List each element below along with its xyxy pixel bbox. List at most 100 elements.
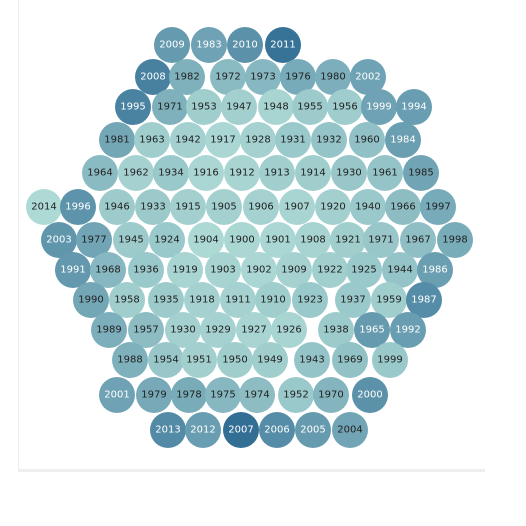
bubble-1973[interactable]: 1973 (245, 59, 281, 95)
bubble-circle[interactable] (181, 342, 217, 378)
bubble-circle[interactable] (406, 282, 442, 318)
bubble-1921[interactable]: 1921 (330, 222, 366, 258)
bubble-circle[interactable] (99, 122, 135, 158)
bubble-circle[interactable] (205, 122, 241, 158)
bubble-circle[interactable] (350, 189, 386, 225)
bubble-circle[interactable] (294, 342, 330, 378)
bubble-circle[interactable] (170, 122, 206, 158)
bubble-1994[interactable]: 1994 (396, 89, 432, 125)
bubble-circle[interactable] (252, 342, 288, 378)
bubble-1919[interactable]: 1919 (167, 252, 203, 288)
bubble-circle[interactable] (313, 377, 349, 413)
bubble-1908[interactable]: 1908 (295, 222, 331, 258)
bubble-1963[interactable]: 1963 (134, 122, 170, 158)
bubble-1905[interactable]: 1905 (206, 189, 242, 225)
bubble-1901[interactable]: 1901 (260, 222, 296, 258)
bubble-circle[interactable] (191, 27, 227, 63)
bubble-circle[interactable] (396, 89, 432, 125)
bubble-1936[interactable]: 1936 (128, 252, 164, 288)
bubble-circle[interactable] (331, 155, 367, 191)
bubble-1933[interactable]: 1933 (135, 189, 171, 225)
bubble-2012[interactable]: 2012 (185, 412, 221, 448)
bubble-circle[interactable] (109, 282, 145, 318)
bubble-circle[interactable] (60, 189, 96, 225)
bubble-2002[interactable]: 2002 (350, 59, 386, 95)
bubble-circle[interactable] (346, 252, 382, 288)
bubble-1971[interactable]: 1971 (363, 222, 399, 258)
bubble-1998[interactable]: 1998 (437, 222, 473, 258)
bubble-circle[interactable] (420, 189, 456, 225)
bubble-1915[interactable]: 1915 (170, 189, 206, 225)
bubble-1930[interactable]: 1930 (331, 155, 367, 191)
bubble-1938[interactable]: 1938 (318, 312, 354, 348)
bubble-circle[interactable] (185, 412, 221, 448)
bubble-circle[interactable] (400, 222, 436, 258)
bubble-circle[interactable] (332, 412, 368, 448)
bubble-circle[interactable] (315, 189, 351, 225)
bubble-circle[interactable] (259, 412, 295, 448)
bubble-circle[interactable] (148, 282, 184, 318)
bubble-circle[interactable] (330, 222, 366, 258)
bubble-1925[interactable]: 1925 (346, 252, 382, 288)
bubble-1991[interactable]: 1991 (55, 252, 91, 288)
bubble-circle[interactable] (99, 189, 135, 225)
bubble-circle[interactable] (259, 155, 295, 191)
bubble-2013[interactable]: 2013 (150, 412, 186, 448)
bubble-circle[interactable] (292, 89, 328, 125)
bubble-circle[interactable] (135, 59, 171, 95)
bubble-1970[interactable]: 1970 (313, 377, 349, 413)
bubble-circle[interactable] (113, 222, 149, 258)
bubble-circle[interactable] (315, 59, 351, 95)
bubble-circle[interactable] (184, 282, 220, 318)
bubble-1928[interactable]: 1928 (240, 122, 276, 158)
bubble-1962[interactable]: 1962 (118, 155, 154, 191)
bubble-1986[interactable]: 1986 (417, 252, 453, 288)
bubble-1922[interactable]: 1922 (312, 252, 348, 288)
bubble-circle[interactable] (349, 122, 385, 158)
bubble-circle[interactable] (134, 122, 170, 158)
bubble-circle[interactable] (200, 312, 236, 348)
bubble-circle[interactable] (240, 122, 276, 158)
bubble-1949[interactable]: 1949 (252, 342, 288, 378)
bubble-circle[interactable] (417, 252, 453, 288)
bubble-1989[interactable]: 1989 (91, 312, 127, 348)
bubble-circle[interactable] (227, 27, 263, 63)
bubble-circle[interactable] (217, 342, 253, 378)
bubble-circle[interactable] (188, 155, 224, 191)
bubble-1964[interactable]: 1964 (82, 155, 118, 191)
bubble-circle[interactable] (82, 155, 118, 191)
bubble-circle[interactable] (224, 155, 260, 191)
bubble-1950[interactable]: 1950 (217, 342, 253, 378)
bubble-1984[interactable]: 1984 (385, 122, 421, 158)
bubble-circle[interactable] (258, 89, 294, 125)
bubble-circle[interactable] (265, 27, 301, 63)
bubble-1917[interactable]: 1917 (205, 122, 241, 158)
bubble-circle[interactable] (295, 222, 331, 258)
bubble-circle[interactable] (154, 27, 190, 63)
bubble-2004[interactable]: 2004 (332, 412, 368, 448)
bubble-1999[interactable]: 1999 (372, 342, 408, 378)
bubble-1948[interactable]: 1948 (258, 89, 294, 125)
bubble-1966[interactable]: 1966 (385, 189, 421, 225)
bubble-circle[interactable] (241, 252, 277, 288)
bubble-1975[interactable]: 1975 (205, 377, 241, 413)
bubble-circle[interactable] (26, 189, 62, 225)
bubble-1969[interactable]: 1969 (332, 342, 368, 378)
bubble-circle[interactable] (279, 189, 315, 225)
bubble-2014[interactable]: 2014 (26, 189, 62, 225)
bubble-1906[interactable]: 1906 (243, 189, 279, 225)
bubble-circle[interactable] (275, 122, 311, 158)
bubble-circle[interactable] (403, 155, 439, 191)
bubble-circle[interactable] (148, 342, 184, 378)
bubble-circle[interactable] (135, 189, 171, 225)
bubble-circle[interactable] (73, 282, 109, 318)
bubble-1942[interactable]: 1942 (170, 122, 206, 158)
bubble-circle[interactable] (165, 312, 201, 348)
bubble-circle[interactable] (354, 312, 390, 348)
bubble-1979[interactable]: 1979 (136, 377, 172, 413)
bubble-1968[interactable]: 1968 (90, 252, 126, 288)
bubble-circle[interactable] (76, 222, 112, 258)
bubble-2000[interactable]: 2000 (352, 377, 388, 413)
bubble-2008[interactable]: 2008 (135, 59, 171, 95)
bubble-1977[interactable]: 1977 (76, 222, 112, 258)
